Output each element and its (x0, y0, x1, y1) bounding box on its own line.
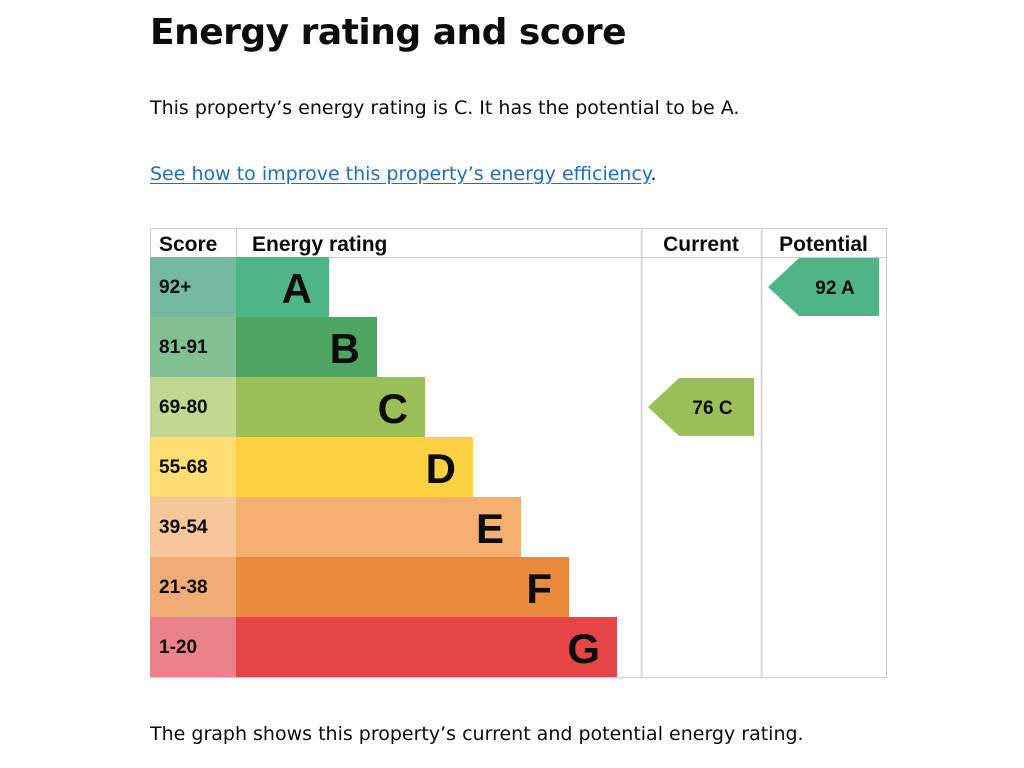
score-cell-b (150, 317, 236, 377)
score-range-f: 21-38 (159, 577, 208, 598)
rating-letter-d: D (426, 445, 456, 492)
rating-bar-c (236, 377, 425, 437)
score-cell-c (150, 377, 236, 437)
score-range-g: 1-20 (159, 637, 197, 658)
score-range-e: 39-54 (159, 517, 208, 538)
graph-caption: The graph shows this property’s current … (150, 723, 804, 745)
current-rating-arrow (648, 378, 754, 436)
rating-bar-d (236, 437, 473, 497)
page-title: Energy rating and score (150, 12, 627, 53)
score-range-a: 92+ (159, 277, 191, 298)
score-cell-e (150, 497, 236, 557)
rating-bar-b (236, 317, 377, 377)
header-current: Current (663, 233, 739, 256)
score-range-b: 81-91 (159, 337, 208, 358)
rating-letter-e: E (476, 505, 504, 552)
rating-bar-f (236, 557, 569, 617)
rating-bar-a (236, 257, 329, 317)
rating-letter-b: B (330, 325, 360, 372)
score-range-d: 55-68 (159, 457, 208, 478)
header-score: Score (159, 233, 217, 256)
score-cell-g (150, 617, 236, 677)
rating-bar-e (236, 497, 521, 557)
rating-summary: This property’s energy rating is C. It h… (150, 97, 740, 119)
score-range-c: 69-80 (159, 397, 208, 418)
header-potential: Potential (779, 233, 868, 256)
link-suffix: . (650, 163, 657, 185)
score-cell-d (150, 437, 236, 497)
current-rating-label: 76 C (692, 398, 732, 419)
score-cell-a (150, 257, 236, 317)
rating-letter-a: A (282, 265, 312, 312)
rating-letter-f: F (526, 565, 552, 612)
potential-rating-arrow (768, 258, 879, 316)
rating-letter-g: G (567, 625, 600, 672)
improve-efficiency-link[interactable]: See how to improve this property’s energ… (150, 163, 651, 185)
rating-letter-c: C (378, 385, 408, 432)
improve-link-paragraph: See how to improve this property’s energ… (150, 163, 657, 185)
potential-rating-label: 92 A (815, 278, 855, 299)
header-energy-rating: Energy rating (252, 233, 387, 256)
score-cell-f (150, 557, 236, 617)
rating-bar-g (236, 617, 617, 677)
